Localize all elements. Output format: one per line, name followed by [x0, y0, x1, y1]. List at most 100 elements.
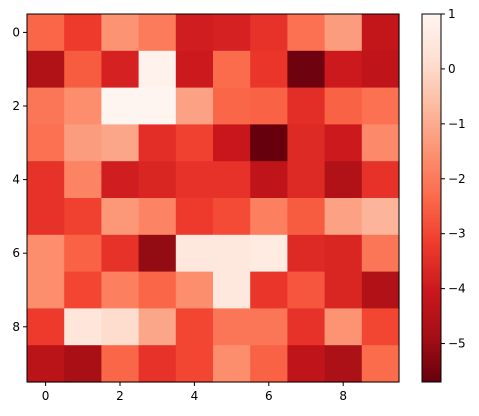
- heatmap-cell-r7-c4: [175, 271, 214, 309]
- x-tick-label: 4: [191, 389, 199, 403]
- heatmap-cell-r3-c0: [27, 124, 65, 162]
- heatmap-cell-r1-c8: [324, 50, 363, 89]
- heatmap-cell-r4-c5: [213, 161, 251, 199]
- heatmap-cell-r8-c3: [138, 308, 177, 346]
- heatmap-cell-r8-c8: [324, 308, 363, 346]
- heatmap-cell-r8-c1: [64, 308, 102, 346]
- heatmap-cell-r8-c6: [250, 308, 288, 346]
- heatmap-cell-r0-c7: [287, 14, 326, 52]
- heatmap-cell-r1-c5: [213, 50, 251, 89]
- heatmap-cell-r1-c2: [101, 50, 140, 89]
- heatmap-cell-r6-c7: [287, 234, 326, 273]
- heatmap-cell-r8-c0: [27, 308, 65, 346]
- heatmap-cell-r7-c3: [138, 271, 177, 309]
- heatmap-cell-r3-c5: [213, 124, 251, 162]
- x-tick-label: 6: [265, 389, 273, 403]
- heatmap-cell-r4-c9: [361, 161, 400, 199]
- heatmap-cell-r7-c2: [101, 271, 140, 309]
- heatmap-cell-r2-c0: [27, 87, 65, 125]
- heatmap-cell-r2-c4: [175, 87, 214, 125]
- heatmap-cell-r9-c8: [324, 345, 363, 383]
- heatmap-cell-r9-c2: [101, 345, 140, 383]
- y-axis: 0 2 4 6 8: [12, 25, 27, 334]
- heatmap-cell-r5-c2: [101, 198, 140, 236]
- heatmap-cell-r8-c4: [175, 308, 214, 346]
- heatmap-cell-r6-c6: [250, 234, 288, 273]
- y-tick-label: 6: [12, 246, 20, 260]
- heatmap-cell-r9-c6: [250, 345, 288, 383]
- heatmap-cell-r8-c9: [361, 308, 400, 346]
- heatmap-cell-r7-c6: [250, 271, 288, 309]
- colorbar-tick-label: 1: [448, 7, 456, 21]
- heatmap-cell-r0-c0: [27, 14, 65, 52]
- heatmap-cell-r2-c3: [138, 87, 177, 125]
- heatmap-cell-r4-c6: [250, 161, 288, 199]
- heatmap-cell-r5-c4: [175, 198, 214, 236]
- y-tick-label: 0: [12, 25, 20, 39]
- heatmap-cell-r5-c5: [213, 198, 251, 236]
- colorbar-tick-label: −5: [448, 337, 466, 351]
- colorbar: [421, 13, 442, 383]
- heatmap-cell-r3-c1: [64, 124, 102, 162]
- x-tick-label: 8: [339, 389, 347, 403]
- heatmap-cell-r8-c5: [213, 308, 251, 346]
- heatmap-cell-r2-c1: [64, 87, 102, 125]
- heatmap-cell-r2-c8: [324, 87, 363, 125]
- plot-frame: [26, 13, 400, 383]
- heatmap-cell-r1-c0: [27, 50, 65, 89]
- colorbar-tick-label: −1: [448, 117, 466, 131]
- heatmap-cell-r0-c8: [324, 14, 363, 52]
- colorbar-axis: 1 0 −1 −2 −3 −4 −5: [441, 7, 466, 351]
- heatmap-cell-r7-c8: [324, 271, 363, 309]
- y-tick-label: 4: [12, 173, 20, 187]
- heatmap-cell-r6-c5: [213, 234, 251, 273]
- heatmap-cell-r6-c2: [101, 234, 140, 273]
- heatmap-cell-r1-c1: [64, 50, 102, 89]
- heatmap-cell-r7-c5: [213, 271, 251, 309]
- heatmap-cell-r5-c8: [324, 198, 363, 236]
- heatmap-cell-r5-c3: [138, 198, 177, 236]
- heatmap-cell-r6-c3: [138, 234, 177, 273]
- heatmap-cell-r7-c1: [64, 271, 102, 309]
- heatmap-cell-r0-c2: [101, 14, 140, 52]
- x-tick-label: 2: [116, 389, 124, 403]
- heatmap-cell-r2-c6: [250, 87, 288, 125]
- heatmap-cell-r1-c6: [250, 50, 288, 89]
- heatmap-cell-r6-c4: [175, 234, 214, 273]
- heatmap-cell-r8-c7: [287, 308, 326, 346]
- heatmap-cell-r0-c6: [250, 14, 288, 52]
- heatmap-cell-r4-c2: [101, 161, 140, 199]
- heatmap-cell-r2-c2: [101, 87, 140, 125]
- heatmap-cell-r3-c2: [101, 124, 140, 162]
- heatmap-cell-r3-c3: [138, 124, 177, 162]
- heatmap-cell-r3-c6: [250, 124, 288, 162]
- heatmap-cell-r6-c1: [64, 234, 102, 273]
- heatmap-cell-r1-c4: [175, 50, 214, 89]
- y-tick-label: 2: [12, 99, 20, 113]
- heatmap-cell-r5-c1: [64, 198, 102, 236]
- colorbar-tick-label: −3: [448, 227, 466, 241]
- heatmap-cell-r9-c5: [213, 345, 251, 383]
- heatmap-cell-r5-c6: [250, 198, 288, 236]
- x-tick-label: 0: [42, 389, 50, 403]
- heatmap-cell-r6-c0: [27, 234, 65, 273]
- heatmap-cell-r4-c7: [287, 161, 326, 199]
- heatmap-cell-r8-c2: [101, 308, 140, 346]
- heatmap-cell-r3-c9: [361, 124, 400, 162]
- x-axis: 0 2 4 6 8: [42, 382, 347, 403]
- heatmap-cell-r4-c0: [27, 161, 65, 199]
- heatmap-cell-r9-c9: [361, 345, 400, 383]
- heatmap-cell-r9-c1: [64, 345, 102, 383]
- heatmap-cell-r0-c3: [138, 14, 177, 52]
- colorbar-tick-label: −2: [448, 172, 466, 186]
- heatmap-cell-r5-c7: [287, 198, 326, 236]
- heatmap-cell-r0-c1: [64, 14, 102, 52]
- heatmap-cell-r7-c0: [27, 271, 65, 309]
- heatmap-cell-r7-c9: [361, 271, 400, 309]
- heatmap-cell-r9-c7: [287, 345, 326, 383]
- y-tick-label: 8: [12, 320, 20, 334]
- heatmap-cell-r6-c9: [361, 234, 400, 273]
- heatmap-cell-r9-c3: [138, 345, 177, 383]
- heatmap-cell-r4-c3: [138, 161, 177, 199]
- heatmap-cell-r7-c7: [287, 271, 326, 309]
